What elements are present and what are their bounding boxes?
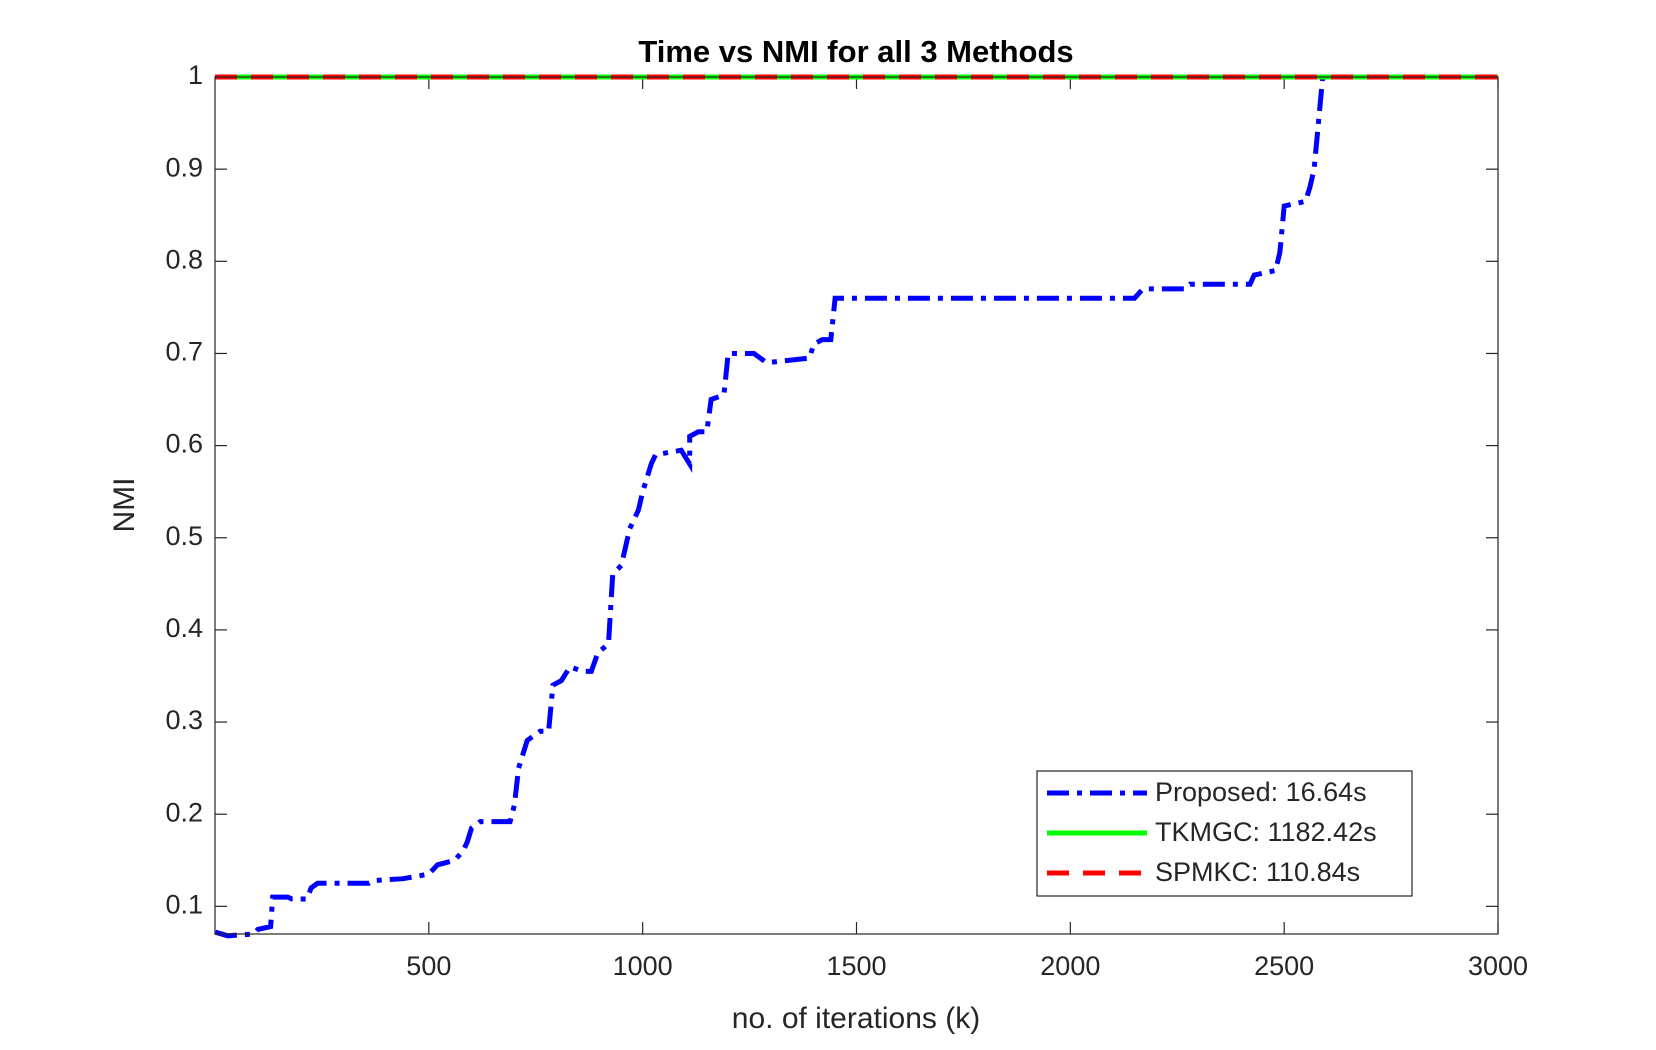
x-tick-label: 2500 [1254,951,1314,981]
legend-label: SPMKC: 110.84s [1155,857,1360,887]
x-tick-label: 2000 [1040,951,1100,981]
legend-label: Proposed: 16.64s [1155,777,1367,807]
y-tick-label: 0.7 [165,337,203,367]
legend-label: TKMGC: 1182.42s [1155,817,1377,847]
data-line [214,76,1326,939]
y-tick-label: 1 [188,60,203,90]
y-tick-label: 0.6 [165,429,203,459]
x-axis-label: no. of iterations (k) [732,1002,980,1035]
x-tick-label: 500 [406,951,451,981]
y-tick-label: 0.1 [165,889,203,919]
axes-box [214,76,1499,935]
y-tick-label: 0.5 [165,521,203,551]
y-tick-label: 0.8 [165,244,203,274]
y-axis-label: NMI [108,478,141,533]
x-tick-label: 1500 [826,951,886,981]
x-tick-label: 1000 [613,951,673,981]
chart-title: Time vs NMI for all 3 Methods [638,34,1073,69]
y-tick-label: 0.9 [165,152,203,182]
x-tick-label: 3000 [1468,951,1528,981]
y-tick-label: 0.2 [165,797,203,827]
y-tick-label: 0.3 [165,705,203,735]
y-tick-label: 0.4 [165,613,203,643]
